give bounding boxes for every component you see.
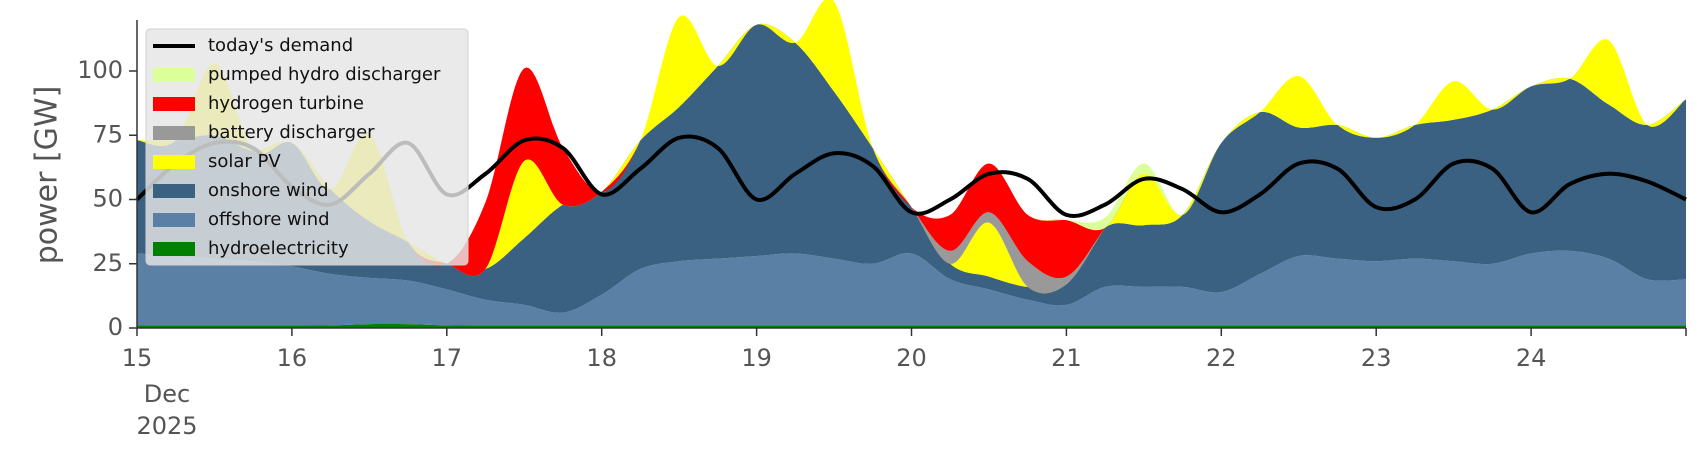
y-tick-label: 100 — [77, 56, 123, 84]
area-onshore-wind — [137, 23, 1686, 313]
legend: today's demand pumped hydro discharger hyd… — [145, 28, 469, 266]
x-tick-label: 24 — [1516, 344, 1547, 372]
legend-swatch — [153, 155, 195, 169]
y-tick-label: 25 — [92, 249, 123, 277]
y-tick-label: 50 — [92, 185, 123, 213]
legend-label: pumped hydro discharger — [208, 64, 441, 85]
x-tick-sublabel: 2025 — [136, 412, 197, 440]
legend-label: offshore wind — [208, 209, 330, 230]
x-ticks: 15 Dec 2025 16 17 18 19 20 21 22 23 24 — [122, 328, 1687, 440]
legend-label: battery discharger — [208, 122, 375, 143]
area-hydroelectricity — [137, 323, 1686, 328]
area-solar-pv — [137, 0, 1686, 294]
legend-label: hydrogen turbine — [208, 93, 364, 114]
x-tick-label: 19 — [741, 344, 772, 372]
x-tick-label: 20 — [896, 344, 927, 372]
area-offshore-wind — [137, 250, 1686, 326]
x-tick-label: 22 — [1206, 344, 1237, 372]
x-tick-label: 23 — [1361, 344, 1392, 372]
legend-label: hydroelectricity — [208, 238, 349, 259]
y-tick-label: 75 — [92, 120, 123, 148]
legend-swatch — [153, 184, 195, 198]
x-tick-label: 21 — [1051, 344, 1082, 372]
legend-label: onshore wind — [208, 180, 329, 201]
x-tick-label: 17 — [432, 344, 463, 372]
legend-swatch — [153, 68, 195, 82]
x-tick-label: 15 — [122, 344, 153, 372]
plot-areas — [137, 0, 1686, 328]
x-tick-label: 18 — [586, 344, 617, 372]
y-ticks: 0 25 50 75 100 — [77, 56, 137, 341]
y-tick-label: 0 — [108, 313, 123, 341]
legend-label: solar PV — [208, 151, 281, 172]
y-axis-label: power [GW] — [30, 86, 65, 265]
legend-label: today's demand — [208, 35, 353, 56]
area-hydrogen-turbine — [137, 0, 1686, 279]
legend-swatch — [153, 242, 195, 256]
x-tick-sublabel: Dec — [144, 380, 190, 408]
x-tick-label: 16 — [277, 344, 308, 372]
legend-swatch — [153, 97, 195, 111]
legend-swatch — [153, 213, 195, 227]
legend-box — [145, 28, 469, 266]
legend-swatch — [153, 126, 195, 140]
